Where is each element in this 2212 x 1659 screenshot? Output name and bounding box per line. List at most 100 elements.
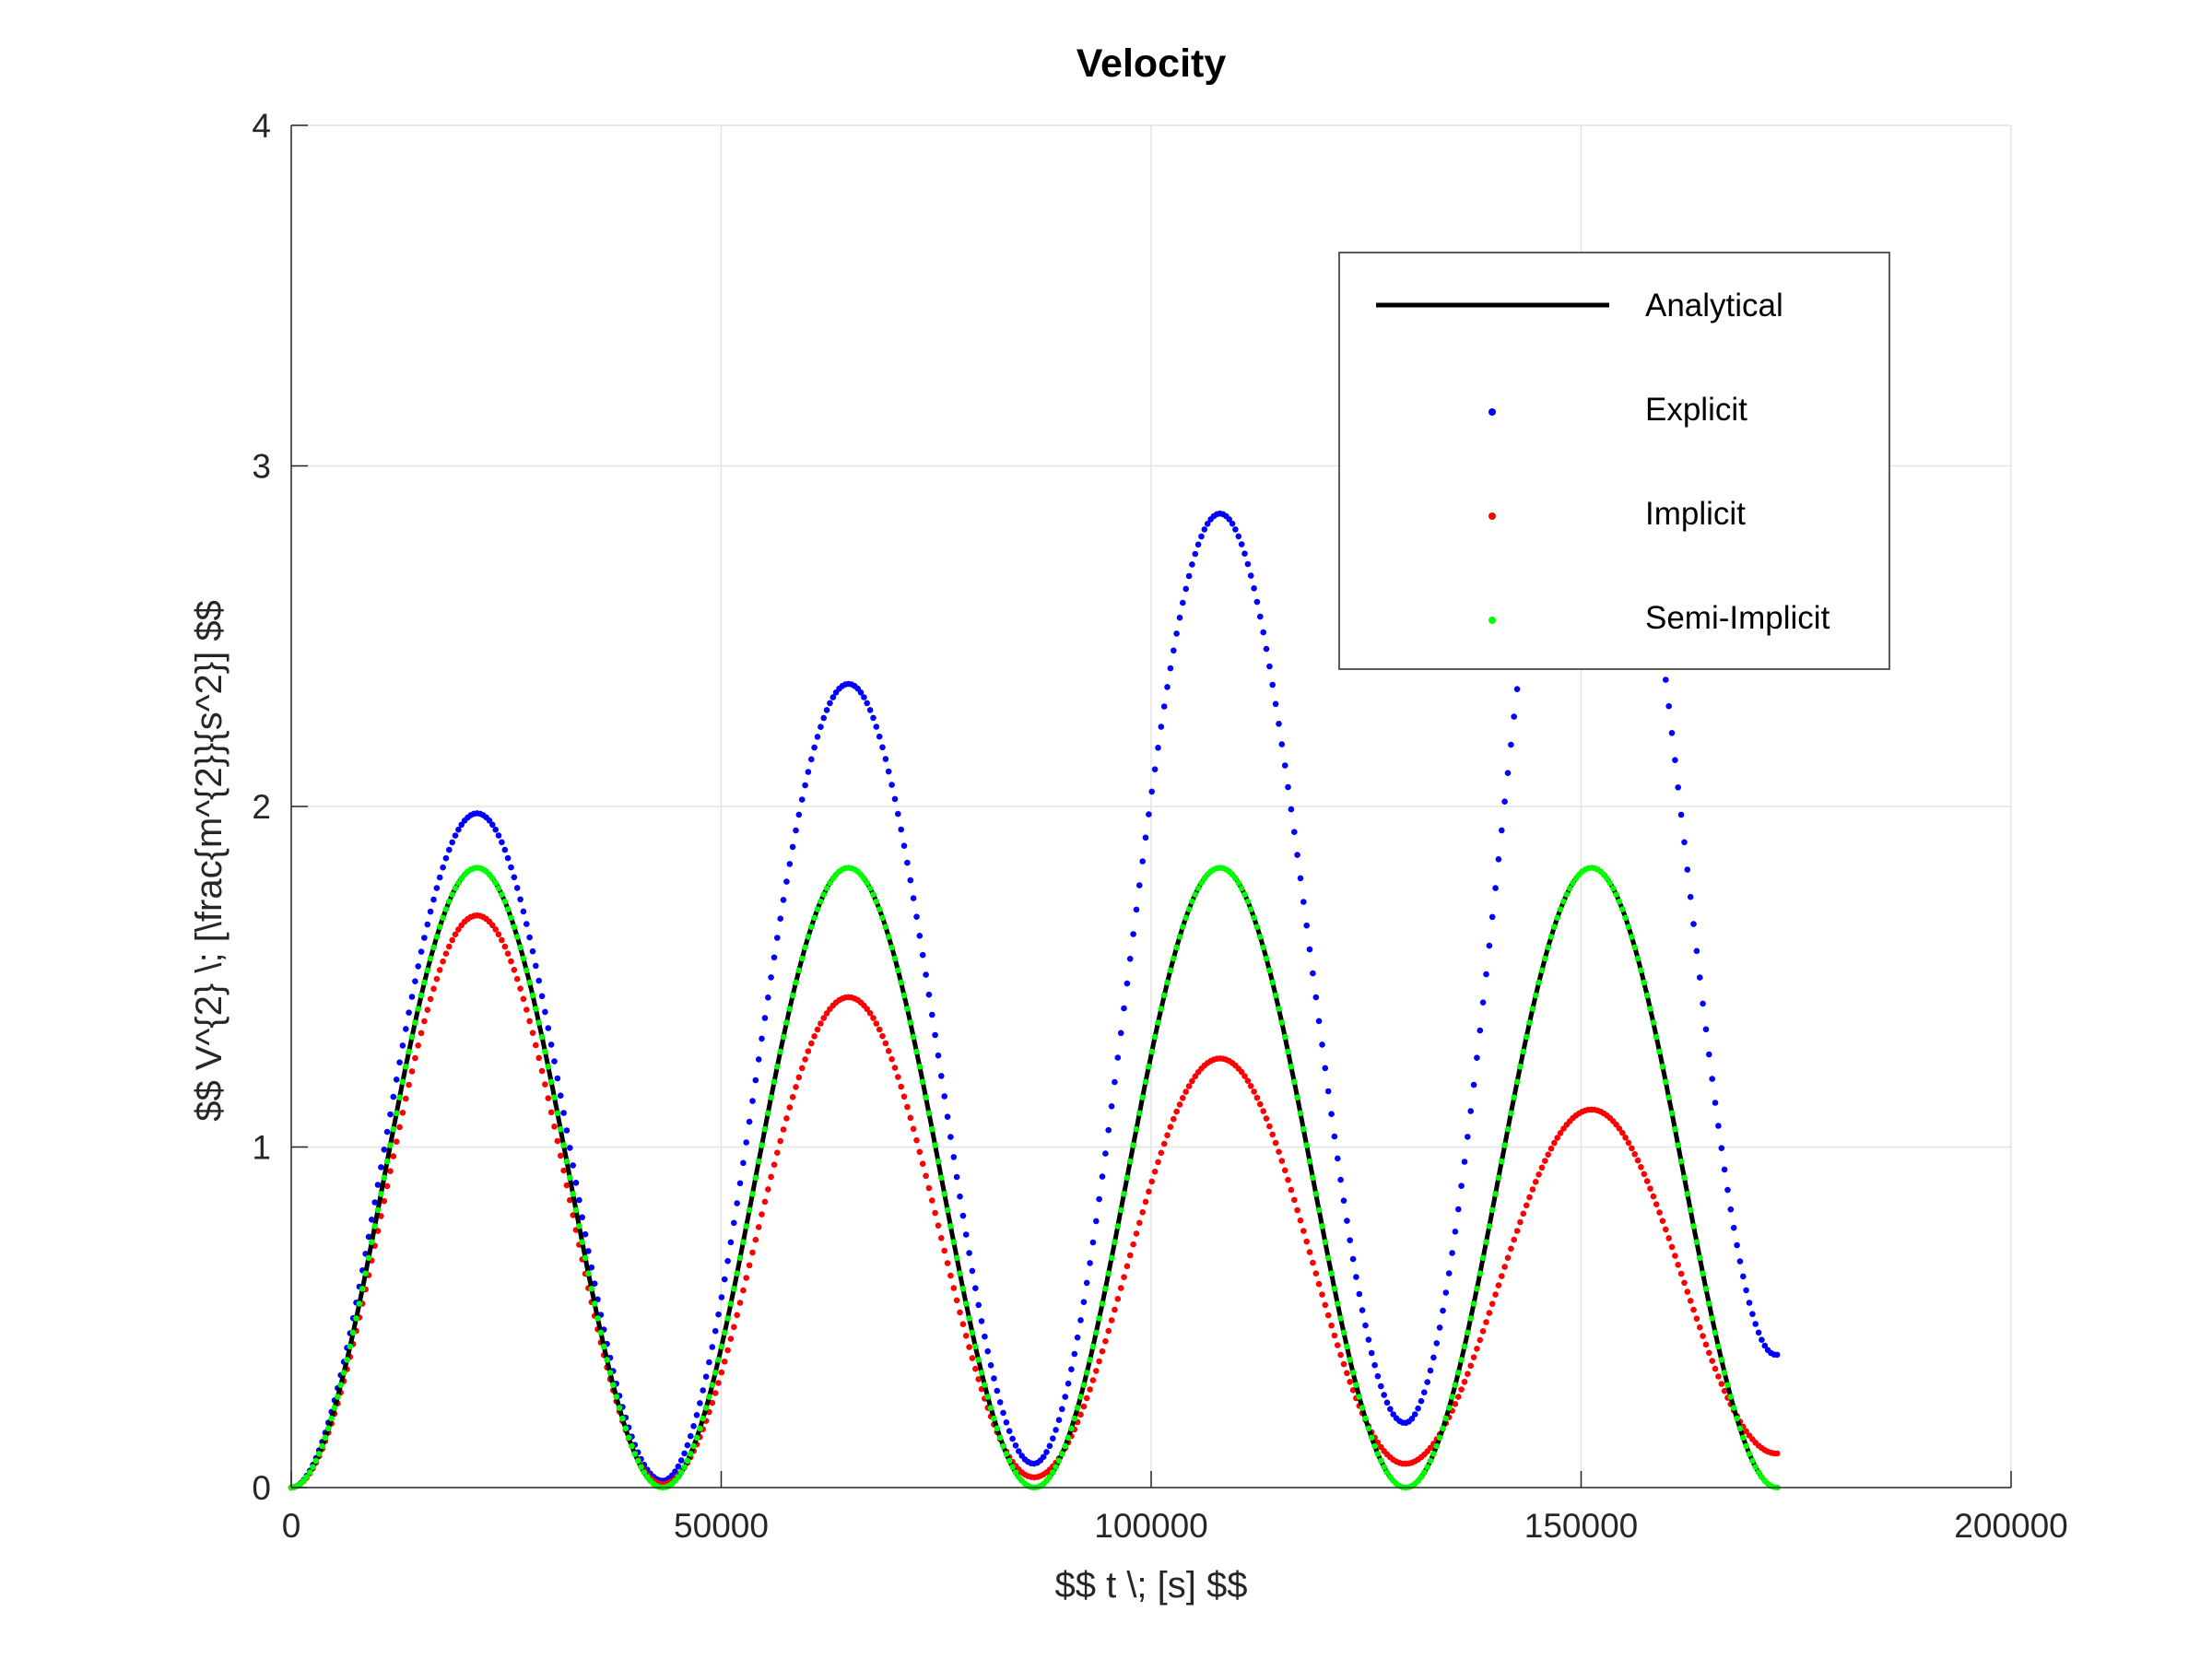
data-point <box>1702 1341 1710 1348</box>
data-point <box>1053 1464 1059 1470</box>
data-point <box>1121 1274 1127 1280</box>
data-point <box>1260 944 1266 951</box>
data-point <box>1189 561 1195 568</box>
data-point <box>520 908 527 915</box>
data-point <box>898 979 904 986</box>
data-point <box>1619 1129 1626 1136</box>
data-point <box>1288 806 1295 813</box>
data-point <box>1310 970 1316 977</box>
data-point <box>1542 955 1548 962</box>
data-point <box>1634 955 1641 962</box>
data-point <box>805 769 812 775</box>
data-point <box>585 1248 592 1254</box>
data-point <box>1276 1006 1282 1012</box>
data-point <box>1470 1300 1477 1307</box>
data-point <box>335 1394 341 1400</box>
data-point <box>1563 891 1571 898</box>
data-point <box>941 1093 947 1100</box>
data-point <box>406 1048 412 1055</box>
data-point <box>690 1423 697 1430</box>
data-point <box>1759 1336 1765 1343</box>
data-point <box>585 1270 592 1277</box>
data-point <box>823 1010 830 1017</box>
data-point <box>381 1174 388 1182</box>
data-point <box>513 885 521 891</box>
data-point <box>547 1041 555 1048</box>
data-point <box>1458 1386 1465 1393</box>
x-tick-label: 150000 <box>1524 1507 1638 1545</box>
data-point <box>1508 1110 1514 1117</box>
data-point <box>755 1224 762 1230</box>
data-point <box>715 1311 722 1318</box>
data-point <box>1511 713 1517 720</box>
data-point <box>1099 1173 1106 1180</box>
data-point <box>870 714 877 722</box>
data-point <box>1306 1249 1313 1255</box>
data-point <box>947 1272 954 1279</box>
data-point <box>1365 1336 1372 1343</box>
data-point <box>1105 1270 1112 1277</box>
data-point <box>1253 598 1261 606</box>
data-point <box>864 700 870 707</box>
data-point <box>1319 1291 1325 1298</box>
data-point <box>371 1199 379 1206</box>
data-point <box>495 931 502 938</box>
data-point <box>1285 1176 1291 1183</box>
data-point <box>780 1126 787 1133</box>
data-point <box>1718 1145 1725 1151</box>
data-point <box>1009 1435 1016 1442</box>
data-point <box>1488 1206 1496 1214</box>
data-point <box>774 1149 781 1156</box>
data-point <box>1693 1315 1700 1322</box>
data-point <box>684 1457 691 1465</box>
data-point <box>1743 1287 1749 1294</box>
data-point <box>1276 1148 1282 1155</box>
data-point <box>966 1344 972 1350</box>
data-point <box>675 1463 682 1470</box>
data-point <box>743 1139 749 1146</box>
data-point <box>1006 1428 1013 1434</box>
data-point <box>396 1124 403 1131</box>
data-point <box>1251 1088 1257 1095</box>
data-point <box>780 1033 787 1041</box>
data-point <box>923 1172 929 1180</box>
data-point <box>1736 1258 1744 1265</box>
data-point <box>408 1068 416 1075</box>
data-point <box>885 1048 892 1054</box>
data-point <box>1470 1354 1477 1360</box>
data-point <box>1609 885 1617 892</box>
data-point <box>1508 1245 1514 1253</box>
data-point <box>1300 1125 1307 1133</box>
data-point <box>1108 1254 1115 1262</box>
data-point <box>399 1110 406 1116</box>
data-point <box>1012 1469 1019 1476</box>
data-point <box>987 1362 994 1369</box>
data-point <box>1285 783 1291 791</box>
data-point <box>718 1343 725 1350</box>
data-point <box>1344 1343 1350 1350</box>
data-point <box>638 1464 644 1470</box>
data-point <box>1724 1382 1731 1388</box>
data-point <box>1096 1195 1102 1203</box>
data-point <box>1096 1315 1102 1322</box>
data-point <box>1455 1394 1462 1400</box>
legend-box <box>1338 252 1890 670</box>
data-point <box>975 1357 982 1363</box>
data-point <box>455 826 462 833</box>
data-point <box>1383 1399 1391 1406</box>
data-point <box>508 864 514 871</box>
data-point <box>1241 891 1248 898</box>
data-point <box>1712 1329 1719 1336</box>
data-point <box>749 1191 756 1197</box>
data-point <box>1693 947 1700 955</box>
data-point <box>1189 1077 1195 1085</box>
data-point <box>1133 1230 1140 1237</box>
data-point <box>693 1434 700 1441</box>
data-point <box>1520 1048 1527 1055</box>
data-point <box>866 707 874 713</box>
data-point <box>508 914 514 922</box>
data-point <box>1508 741 1514 748</box>
data-point <box>610 1382 617 1388</box>
data-point <box>786 861 794 867</box>
data-point <box>1740 1273 1747 1280</box>
